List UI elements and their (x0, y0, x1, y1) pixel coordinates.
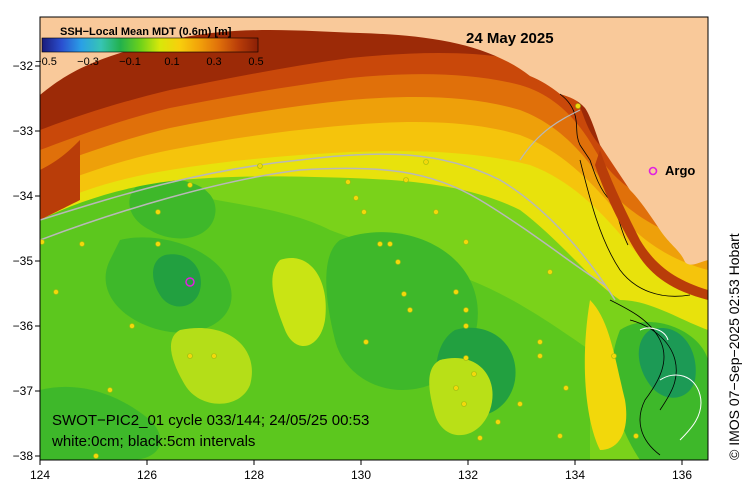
map-plot-area (40, 17, 708, 460)
longitude-tick-label: 134 (565, 468, 585, 482)
latitude-tick-label: −32 (13, 59, 34, 73)
contour-line (579, 159, 691, 297)
colorbar-tick-label: 0.5 (248, 56, 263, 68)
colorbar-tick-label: 0.1 (164, 56, 179, 68)
dark-green-eddy (153, 254, 201, 307)
longitude-axis: 124 126 128 130 132 134 136 (30, 460, 692, 482)
colorbar-tick-label: −0.3 (77, 56, 99, 68)
plot-frame (39, 16, 709, 461)
argo-float-marker[interactable] (185, 277, 195, 287)
latitude-tick-label: −35 (13, 254, 34, 268)
colorbar-ticks: −0.5 −0.3 −0.1 0.1 0.3 0.5 (35, 56, 264, 68)
land-mass (40, 17, 708, 265)
latitude-axis: −32 −33 −34 −35 −36 −37 −38 (13, 59, 40, 463)
green-eddy (129, 179, 216, 239)
latitude-tick-label: −36 (13, 319, 34, 333)
green-eddy (40, 386, 161, 460)
contour-line (609, 299, 665, 456)
colorbar: SSH−Local Mean MDT (0.6m) [m] −0.5 −0.3 −0… (35, 26, 264, 68)
longitude-tick-label: 132 (458, 468, 478, 482)
dark-green-eddy (638, 328, 696, 398)
info-cycle-line: SWOT−PIC2_01 cycle 033/144; 24/05/25 00:… (52, 412, 369, 429)
red-band (40, 140, 80, 220)
observation-markers (40, 103, 639, 459)
info-contour-line: white:0cm; black:5cm intervals (51, 433, 255, 450)
colorbar-gradient (41, 37, 259, 53)
latitude-tick-label: −33 (13, 124, 34, 138)
argo-legend-label: Argo (665, 163, 695, 178)
colorbar-title: SSH−Local Mean MDT (0.6m) [m] (60, 26, 232, 38)
argo-legend-icon (648, 166, 658, 176)
colorbar-tick-label: 0.3 (206, 56, 221, 68)
zero-contour-line (639, 327, 669, 341)
yellow-region (584, 300, 627, 450)
imos-credit: © IMOS 07−Sep−2025 02:53 Hobart (726, 233, 742, 460)
satellite-track (40, 153, 616, 301)
longitude-tick-label: 128 (244, 468, 264, 482)
zero-contour-line (659, 374, 702, 441)
satellite-track (519, 109, 581, 161)
longitude-tick-label: 130 (351, 468, 371, 482)
longitude-tick-label: 124 (30, 468, 50, 482)
satellite-track (40, 167, 606, 286)
latitude-tick-label: −38 (13, 449, 34, 463)
longitude-tick-label: 136 (672, 468, 692, 482)
contour-line (629, 319, 677, 411)
yellow-region (272, 258, 326, 347)
yellow-region (170, 328, 252, 404)
red-band (595, 150, 708, 300)
date-label: 24 May 2025 (466, 30, 554, 47)
longitude-tick-label: 126 (137, 468, 157, 482)
argo-legend: Argo (648, 163, 695, 178)
colorbar-tick-label: −0.5 (35, 56, 57, 68)
colorbar-tick-label: −0.1 (119, 56, 141, 68)
latitude-tick-label: −37 (13, 384, 34, 398)
yellow-region (429, 358, 493, 436)
latitude-tick-label: −34 (13, 189, 34, 203)
